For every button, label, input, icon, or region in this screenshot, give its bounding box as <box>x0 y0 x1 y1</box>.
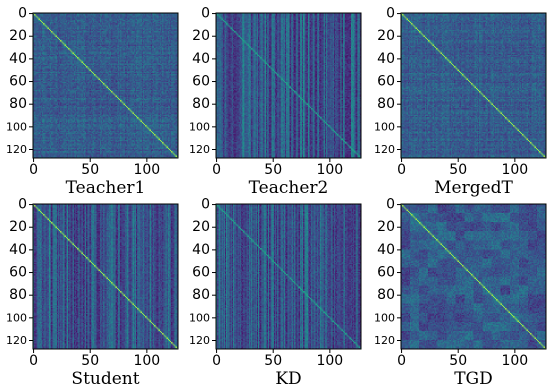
heatmap-frame-kd <box>215 203 362 350</box>
panel-title-mergedt: MergedT <box>434 178 513 198</box>
y-tick-label: 20 <box>192 28 210 44</box>
y-tick-label: 20 <box>192 219 210 235</box>
y-tick-label: 120 <box>374 334 395 347</box>
heatmap-cells-mergedt <box>401 13 546 158</box>
x-tick-label: 100 <box>501 162 528 178</box>
y-tick-label: 40 <box>192 242 210 258</box>
y-tick-label: 60 <box>377 265 395 281</box>
panel-title-student: Student <box>71 369 139 389</box>
y-tick-label: 60 <box>9 74 27 90</box>
heatmap-cells-teacher1 <box>33 13 178 158</box>
y-tick-label: 20 <box>9 28 27 44</box>
heatmap-cells-tgd <box>401 204 546 349</box>
x-tick-label: 0 <box>212 353 221 369</box>
y-tick-label: 40 <box>377 242 395 258</box>
x-tick-label: 50 <box>449 353 467 369</box>
y-tick-label: 120 <box>189 143 210 156</box>
y-tick-label: 40 <box>9 242 27 258</box>
x-tick-label: 100 <box>316 162 343 178</box>
y-tick-label: 0 <box>201 197 210 213</box>
y-tick-label: 60 <box>192 74 210 90</box>
x-tick-label: 0 <box>397 353 406 369</box>
heatmap-frame-mergedt <box>400 12 547 159</box>
panel-title-kd: KD <box>275 369 301 389</box>
x-tick-label: 0 <box>397 162 406 178</box>
x-tick-label: 50 <box>81 162 99 178</box>
y-tick-label: 100 <box>189 120 210 133</box>
y-tick-label: 80 <box>192 96 210 112</box>
y-tick-label: 60 <box>377 74 395 90</box>
y-tick-label: 0 <box>386 197 395 213</box>
y-tick-label: 80 <box>192 287 210 303</box>
y-tick-label: 120 <box>6 143 27 156</box>
heatmap-cells-student <box>33 204 178 349</box>
y-tick-label: 80 <box>377 287 395 303</box>
heatmap-frame-teacher2 <box>215 12 362 159</box>
panel-title-teacher1: Teacher1 <box>66 178 146 198</box>
y-tick-label: 100 <box>6 311 27 324</box>
x-tick-label: 50 <box>264 353 282 369</box>
y-tick-label: 40 <box>192 51 210 67</box>
x-tick-label: 50 <box>264 162 282 178</box>
y-tick-label: 100 <box>189 311 210 324</box>
y-tick-label: 40 <box>9 51 27 67</box>
y-tick-label: 60 <box>9 265 27 281</box>
y-tick-label: 100 <box>6 120 27 133</box>
x-tick-label: 0 <box>29 162 38 178</box>
y-tick-label: 0 <box>18 197 27 213</box>
y-tick-label: 40 <box>377 51 395 67</box>
heatmap-frame-tgd <box>400 203 547 350</box>
x-tick-label: 100 <box>133 353 160 369</box>
heatmap-frame-teacher1 <box>32 12 179 159</box>
y-tick-label: 80 <box>9 96 27 112</box>
x-tick-label: 50 <box>81 353 99 369</box>
x-tick-label: 100 <box>133 162 160 178</box>
y-tick-label: 120 <box>189 334 210 347</box>
y-tick-label: 120 <box>374 143 395 156</box>
y-tick-label: 100 <box>374 311 395 324</box>
y-tick-label: 60 <box>192 265 210 281</box>
y-tick-label: 120 <box>6 334 27 347</box>
panel-title-tgd: TGD <box>454 369 493 389</box>
y-tick-label: 0 <box>386 6 395 22</box>
heatmap-frame-student <box>32 203 179 350</box>
y-tick-label: 20 <box>377 219 395 235</box>
panel-title-teacher2: Teacher2 <box>249 178 329 198</box>
y-tick-label: 0 <box>18 6 27 22</box>
y-tick-label: 100 <box>374 120 395 133</box>
y-tick-label: 20 <box>9 219 27 235</box>
x-tick-label: 0 <box>212 162 221 178</box>
y-tick-label: 20 <box>377 28 395 44</box>
y-tick-label: 80 <box>9 287 27 303</box>
x-tick-label: 0 <box>29 353 38 369</box>
x-tick-label: 100 <box>501 353 528 369</box>
y-tick-label: 80 <box>377 96 395 112</box>
y-tick-label: 0 <box>201 6 210 22</box>
x-tick-label: 50 <box>449 162 467 178</box>
heatmap-cells-kd <box>216 204 361 349</box>
heatmap-cells-teacher2 <box>216 13 361 158</box>
x-tick-label: 100 <box>316 353 343 369</box>
